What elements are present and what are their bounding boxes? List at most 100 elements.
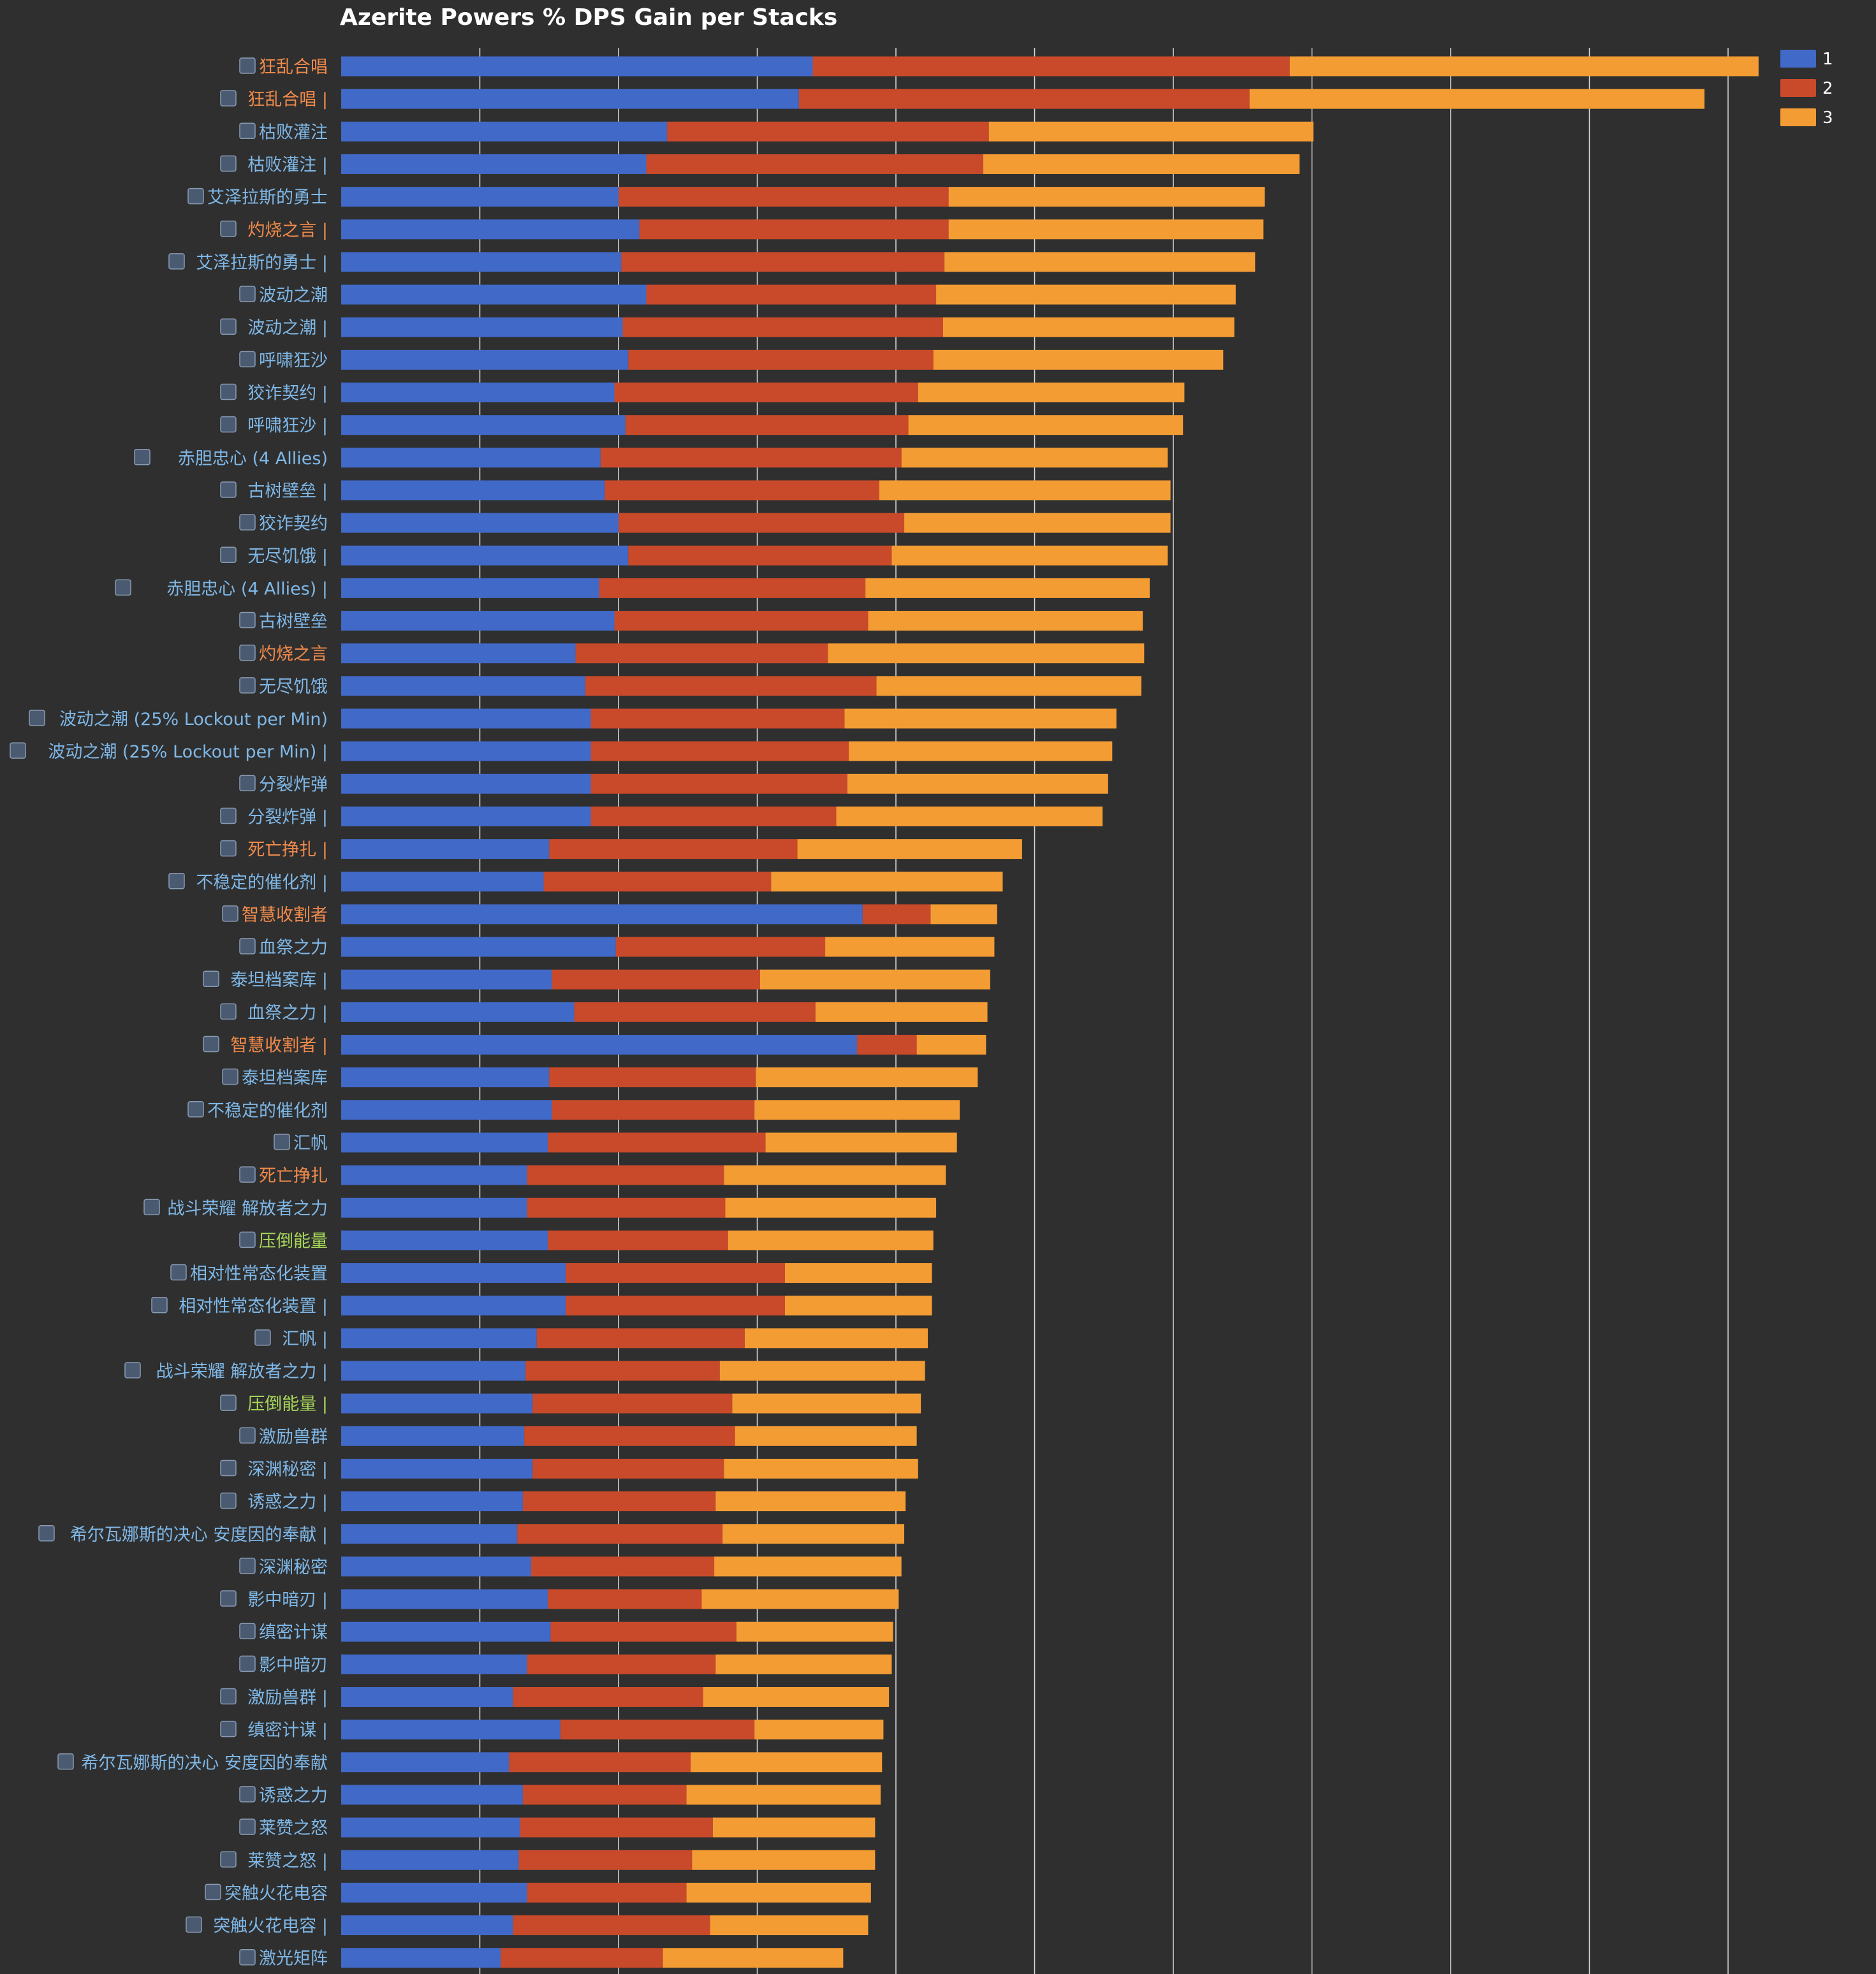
category-label: 艾泽拉斯的勇士 |: [196, 253, 328, 273]
bar-segment-stack-3: [703, 1687, 890, 1707]
spell-icon: [220, 90, 237, 106]
spell-icon: [220, 840, 237, 857]
bar-segment-stack-3: [815, 1002, 988, 1022]
bar-segment-stack-3: [785, 1263, 932, 1283]
category-label: 突触火花电容: [224, 1883, 328, 1903]
bar-segment-stack-2: [574, 1002, 816, 1022]
spell-icon: [220, 1394, 237, 1411]
bar-segment-stack-2: [543, 872, 772, 892]
spell-icon: [239, 1786, 256, 1802]
category-label: 深渊秘密: [259, 1558, 328, 1577]
spell-icon: [220, 807, 237, 824]
category-label: 相对性常态化装置: [190, 1264, 328, 1284]
category-label: 死亡挣扎: [259, 1166, 328, 1186]
bar-segment-stack-2: [605, 480, 879, 501]
bar-segment-stack-3: [663, 1948, 844, 1968]
category-label: 呼啸狂沙: [259, 351, 328, 370]
bar-segment-stack-1: [341, 1035, 858, 1055]
category-label: 深渊秘密 |: [247, 1459, 328, 1479]
bar-segment-stack-1: [341, 89, 799, 109]
bar-segment-stack-3: [879, 480, 1171, 501]
chart-title: Azerite Powers % DPS Gain per Stacks: [340, 4, 837, 31]
bar-segment-stack-2: [646, 154, 984, 174]
category-label: 分裂炸弹: [259, 775, 328, 794]
bar-segment-stack-3: [725, 1197, 937, 1218]
bar-segment-stack-2: [531, 1556, 715, 1577]
bar-segment-stack-1: [341, 1132, 548, 1153]
bar-segment-stack-3: [712, 1817, 876, 1838]
bar-segment-stack-2: [619, 187, 949, 207]
bar-segment-stack-1: [341, 154, 647, 174]
bar-segment-stack-3: [988, 121, 1314, 142]
spell-icon: [239, 775, 256, 792]
bar-segment-stack-3: [865, 578, 1150, 598]
spell-icon: [151, 1296, 168, 1313]
spell-icon: [10, 742, 26, 759]
bar-segment-stack-1: [341, 872, 544, 892]
spell-icon: [186, 1916, 202, 1933]
category-label: 不稳定的催化剂 |: [196, 873, 328, 893]
bar-segment-stack-1: [341, 708, 591, 729]
bar-segment-stack-3: [771, 872, 1003, 892]
category-label: 缜密计谋: [259, 1623, 328, 1642]
spell-icon: [134, 449, 150, 465]
bar-segment-stack-2: [862, 904, 931, 925]
category-label: 诱惑之力 |: [247, 1493, 328, 1512]
spell-icon: [239, 122, 256, 140]
bar-segment-stack-2: [812, 56, 1290, 77]
spell-icon: [239, 1231, 256, 1248]
bar-segment-stack-3: [714, 1556, 902, 1577]
bar-segment-stack-1: [341, 676, 585, 696]
bar-segment-stack-3: [944, 252, 1256, 272]
legend-label: 3: [1822, 108, 1833, 128]
category-label: 莱赞之怒: [259, 1818, 328, 1838]
bar-segment-stack-1: [341, 773, 591, 794]
spell-icon: [220, 1459, 237, 1477]
spell-icon: [239, 1558, 256, 1574]
category-label: 波动之潮 |: [247, 318, 328, 338]
bar-segment-stack-1: [341, 317, 623, 337]
bar-segment-stack-3: [983, 154, 1300, 174]
category-label: 激励兽群 |: [247, 1688, 328, 1708]
bar-segment-stack-3: [754, 1720, 884, 1740]
bar-segment-stack-1: [341, 1850, 519, 1870]
bar-segment-stack-2: [590, 806, 837, 826]
bar-segment-stack-3: [916, 1035, 986, 1055]
bar-segment-stack-3: [836, 806, 1103, 826]
bar-segment-stack-2: [527, 1197, 726, 1218]
category-label: 枯败灌注 |: [247, 155, 328, 175]
spell-icon: [239, 1166, 256, 1183]
category-label: 智慧收割者 |: [230, 1036, 328, 1056]
bar-segment-stack-2: [517, 1524, 723, 1544]
bar-segment-stack-3: [754, 1100, 960, 1120]
bar-segment-stack-1: [341, 1785, 523, 1805]
bar-segment-stack-2: [552, 969, 760, 990]
bar-segment-stack-3: [844, 708, 1117, 729]
bar-segment-stack-2: [590, 708, 845, 729]
legend-swatch: [1780, 79, 1816, 97]
bar-segment-stack-1: [341, 969, 552, 990]
bar-segment-stack-2: [625, 415, 909, 435]
bar-segment-stack-3: [847, 773, 1108, 794]
spell-icon: [220, 383, 237, 400]
bar-segment-stack-3: [936, 284, 1236, 305]
bar-segment-stack-2: [566, 1296, 785, 1316]
category-label: 无尽饥饿: [259, 677, 328, 697]
bar-segment-stack-3: [918, 383, 1185, 402]
bar-segment-stack-1: [341, 219, 640, 240]
category-label: 狂乱合唱 |: [247, 90, 328, 110]
bar-segment-stack-1: [341, 1589, 548, 1609]
spell-icon: [220, 318, 237, 335]
bar-segment-stack-1: [341, 1752, 509, 1773]
bar-segment-stack-3: [744, 1328, 928, 1349]
bar-segment-stack-2: [518, 1850, 693, 1870]
bar-segment-stack-3: [868, 611, 1143, 631]
bar-segment-stack-2: [599, 578, 866, 598]
spell-icon: [222, 1068, 238, 1085]
bar-segment-stack-2: [532, 1458, 724, 1479]
bar-segment-stack-3: [715, 1491, 906, 1512]
category-label: 泰坦档案库 |: [230, 970, 328, 990]
bar-segment-stack-3: [756, 1067, 978, 1088]
spell-icon: [239, 1655, 256, 1672]
bar-segment-stack-3: [728, 1230, 934, 1250]
